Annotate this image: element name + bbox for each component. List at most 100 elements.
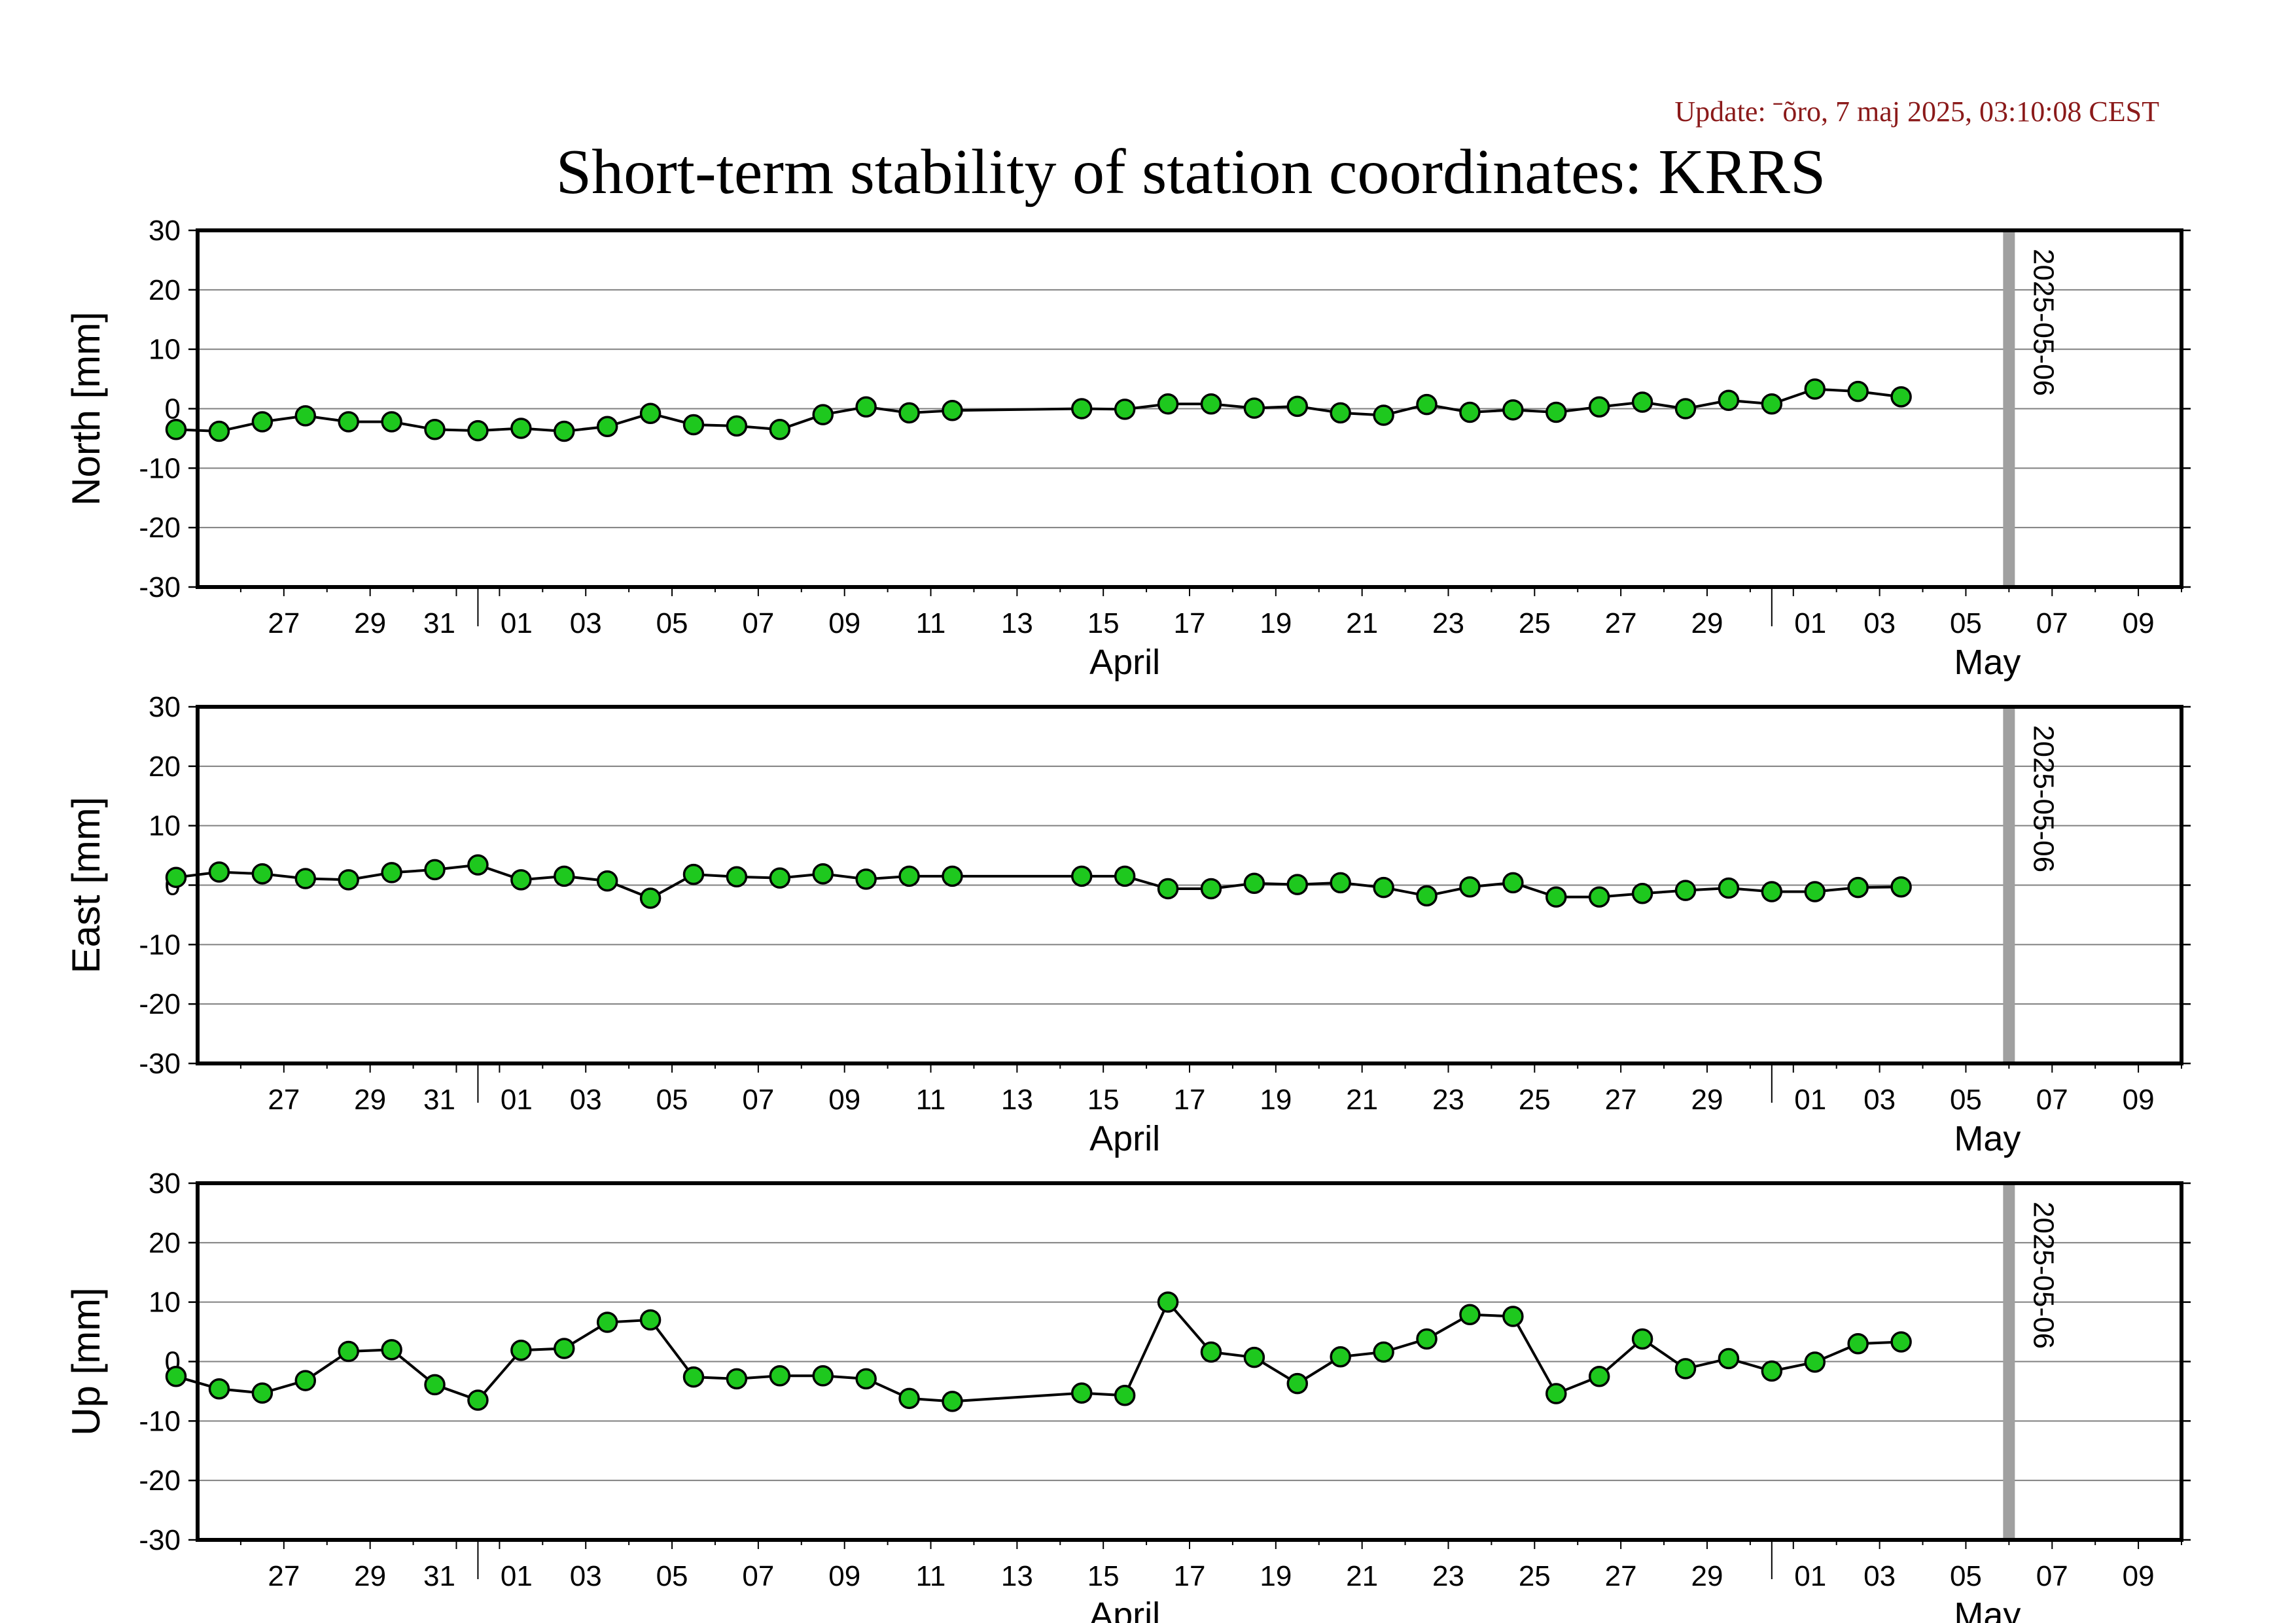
data-point <box>338 411 359 433</box>
data-point <box>1588 886 1610 908</box>
data-point <box>1416 885 1438 907</box>
data-point <box>1200 393 1222 415</box>
data-point <box>294 1370 317 1391</box>
data-point <box>898 402 920 424</box>
x-tick-label: 27 <box>268 607 300 639</box>
x-tick-label: 09 <box>828 1084 860 1116</box>
x-tick-label: 11 <box>916 1084 946 1116</box>
x-tick-label: 15 <box>1087 1084 1120 1116</box>
data-point <box>1502 1306 1524 1327</box>
x-tick-label: 01 <box>1794 1560 1826 1592</box>
data-point <box>381 411 402 433</box>
data-point <box>942 1391 963 1412</box>
y-tick-label: 10 <box>149 810 181 842</box>
data-point <box>726 415 748 437</box>
x-tick-label: 25 <box>1519 1560 1551 1592</box>
x-tick-label: 19 <box>1260 1560 1292 1592</box>
data-point <box>1545 401 1567 423</box>
data-point <box>1631 882 1653 904</box>
data-point <box>639 1309 662 1331</box>
data-point <box>165 1365 187 1387</box>
x-tick-label: 03 <box>1863 1084 1896 1116</box>
data-point <box>1286 1372 1309 1395</box>
x-tick-label: 21 <box>1346 1084 1378 1116</box>
data-point <box>1545 886 1567 908</box>
x-tick-label: 27 <box>1605 607 1637 639</box>
data-point <box>1157 393 1179 415</box>
data-point <box>1243 397 1265 419</box>
data-point <box>726 1368 748 1390</box>
data-point <box>208 1378 230 1400</box>
data-point <box>1890 386 1912 408</box>
y-tick-label: -10 <box>139 452 181 484</box>
data-point <box>510 418 532 439</box>
data-point <box>1243 1346 1265 1368</box>
data-point <box>1804 881 1826 902</box>
x-tick-label: 05 <box>656 1084 688 1116</box>
x-tick-label: 13 <box>1001 607 1033 639</box>
data-point <box>1416 393 1438 416</box>
data-point <box>596 870 618 892</box>
data-point <box>1070 398 1093 419</box>
x-tick-label: 17 <box>1174 1084 1206 1116</box>
x-tick-label: 27 <box>1605 1084 1637 1116</box>
data-point <box>1200 878 1222 900</box>
data-point <box>1330 1346 1351 1368</box>
month-label: April <box>1089 1596 1160 1623</box>
data-point <box>1545 1383 1567 1404</box>
data-point <box>1761 881 1783 902</box>
y-tick-label: 20 <box>149 1227 181 1259</box>
data-point <box>381 1339 402 1361</box>
x-tick-label: 31 <box>423 1560 455 1592</box>
x-tick-label: 03 <box>1863 607 1896 639</box>
x-tick-label: 23 <box>1432 1084 1464 1116</box>
month-label: May <box>1954 643 2021 682</box>
x-tick-label: 05 <box>656 1560 688 1592</box>
x-tick-label: 05 <box>656 607 688 639</box>
data-point <box>855 1368 877 1390</box>
data-point <box>424 419 446 440</box>
x-tick-label: 19 <box>1260 607 1292 639</box>
data-point <box>1847 1333 1869 1355</box>
data-point <box>510 1339 532 1361</box>
data-point <box>467 1389 489 1411</box>
month-label: May <box>1954 1119 2021 1158</box>
event-marker-bar <box>2003 1183 2015 1540</box>
data-point <box>942 399 963 421</box>
y-tick-label: 10 <box>149 334 181 366</box>
data-point <box>898 865 920 887</box>
data-point <box>1718 877 1740 899</box>
x-tick-label: 25 <box>1519 1084 1551 1116</box>
y-axis-label: East [mm] <box>64 796 108 973</box>
data-point <box>1286 395 1309 418</box>
data-point <box>1459 1304 1481 1325</box>
y-tick-label: -10 <box>139 1405 181 1437</box>
event-marker-label: 2025-05-06 <box>2027 725 2059 872</box>
x-tick-label: 03 <box>570 1084 602 1116</box>
y-axis-label: Up [mm] <box>64 1287 108 1436</box>
data-point <box>639 887 662 909</box>
panel-2: 3020100-10-20-302025-05-0627293101030507… <box>64 691 2191 1158</box>
data-point <box>1157 1291 1179 1313</box>
data-point <box>1459 876 1481 898</box>
data-point <box>596 1311 618 1333</box>
data-point <box>554 420 575 442</box>
data-point <box>1114 865 1136 887</box>
y-tick-label: 30 <box>149 691 181 723</box>
data-point <box>1631 391 1653 413</box>
x-tick-label: 13 <box>1001 1560 1033 1592</box>
data-point <box>467 854 489 876</box>
y-tick-label: 30 <box>149 1168 181 1200</box>
event-marker-label: 2025-05-06 <box>2027 249 2059 396</box>
plot-frame <box>196 1181 2183 1542</box>
y-tick-label: -30 <box>139 571 181 603</box>
data-point <box>1114 399 1136 420</box>
x-tick-label: 29 <box>354 1560 386 1592</box>
x-tick-label: 25 <box>1519 607 1551 639</box>
data-point <box>1373 1341 1394 1363</box>
x-tick-label: 27 <box>1605 1560 1637 1592</box>
data-point <box>942 865 963 887</box>
